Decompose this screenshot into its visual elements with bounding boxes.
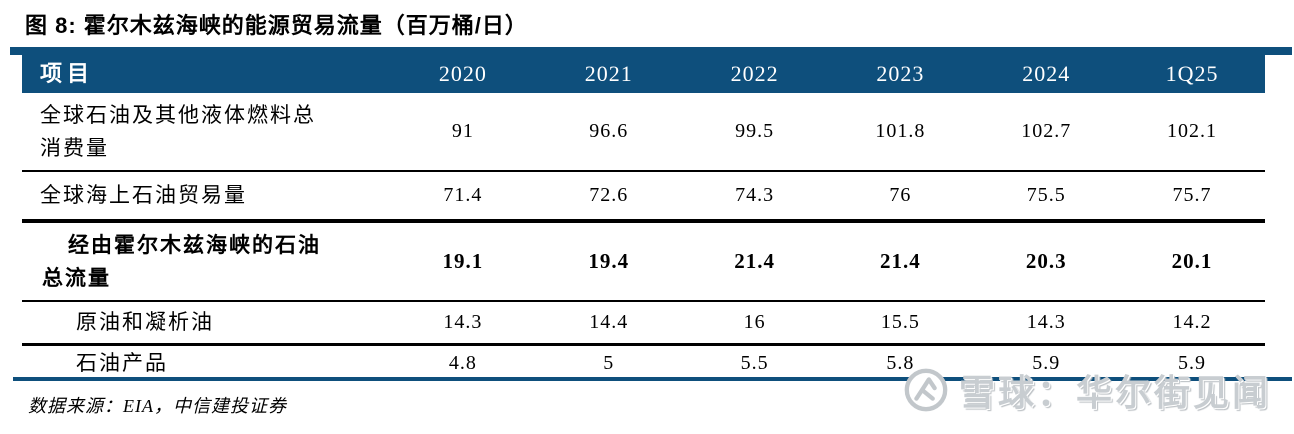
header-cell-item: 项目 [40,60,95,86]
value-cell: 14.2 [1172,311,1212,333]
value-cell: 76 [889,184,912,206]
value-cell: 21.4 [880,249,921,273]
value-cell: 19.4 [588,249,630,273]
value-cell: 16 [743,311,766,333]
row-label: 全球石油及其他液体燃料总 消费量 [40,102,316,160]
value-cell: 102.1 [1167,120,1218,142]
value-cell: 71.4 [443,184,483,206]
value-cell: 102.7 [1021,120,1072,142]
value-cell: 5 [603,351,615,374]
watermark: 雪球：华尔街见闻 [903,364,1271,416]
header-cell-year-2023: 2023 [876,61,925,86]
figure-title: 图 8: 霍尔木兹海峡的能源贸易流量（百万桶/日） [25,13,528,38]
header-cell-year-2021: 2021 [584,61,633,86]
value-cell: 4.8 [448,351,477,374]
header-cell-year-2020: 2020 [438,61,487,86]
value-cell: 5.9 [1178,351,1207,374]
value-cell: 5.8 [886,351,915,374]
value-cell: 99.5 [735,120,775,142]
table-row-petroleum-products: 石油产品 4.8 5 5.5 5.8 5.9 5.9 [22,346,1265,380]
bottom-divider-rule [13,377,1292,381]
table-header-row: 项目 2020 2021 2022 2023 2024 1Q25 [22,55,1265,93]
table-row-global-consumption: 全球石油及其他液体燃料总 消费量 91 96.6 99.5 101.8 102.… [22,93,1265,172]
header-cell-year-2022: 2022 [730,61,779,86]
value-cell: 101.8 [875,120,926,142]
watermark-text: 雪球：华尔街见闻 [959,372,1272,413]
row-label: 经由霍尔木兹海峡的石油 总流量 [42,232,321,290]
row-label: 全球海上石油贸易量 [40,183,247,208]
value-cell: 5.5 [740,351,769,374]
value-cell: 74.3 [735,184,775,206]
value-cell: 20.3 [1025,249,1067,273]
header-cell-1q25: 1Q25 [1165,61,1219,86]
value-cell: 91 [451,120,474,142]
value-cell: 20.1 [1171,249,1213,273]
value-cell: 14.4 [589,311,629,333]
value-cell: 19.1 [442,249,484,273]
table-row-hormuz-total-flow: 经由霍尔木兹海峡的石油 总流量 19.1 19.4 21.4 21.4 20.3… [22,223,1265,302]
xueqiu-logo-icon [904,368,948,412]
value-cell: 96.6 [589,120,629,142]
value-cell: 5.9 [1032,351,1061,374]
row-label: 石油产品 [76,350,168,375]
value-cell: 75.7 [1172,184,1212,206]
table-row-crude-condensate: 原油和凝析油 14.3 14.4 16 15.5 14.3 14.2 [22,302,1265,346]
header-cell-year-2024: 2024 [1022,61,1071,86]
value-cell: 14.3 [443,311,483,333]
value-cell: 75.5 [1026,184,1066,206]
value-cell: 21.4 [734,249,775,273]
energy-flow-table: 项目 2020 2021 2022 2023 2024 1Q25 全球石油及其他… [22,55,1265,380]
value-cell: 14.3 [1026,311,1066,333]
top-divider-rule [10,47,1292,55]
table-row-seaborne-trade: 全球海上石油贸易量 71.4 72.6 74.3 76 75.5 75.7 [22,172,1265,223]
row-label: 原油和凝析油 [76,310,214,335]
value-cell: 15.5 [880,311,920,333]
source-note: 数据来源：EIA，中信建投证券 [28,396,287,416]
value-cell: 72.6 [589,184,629,206]
